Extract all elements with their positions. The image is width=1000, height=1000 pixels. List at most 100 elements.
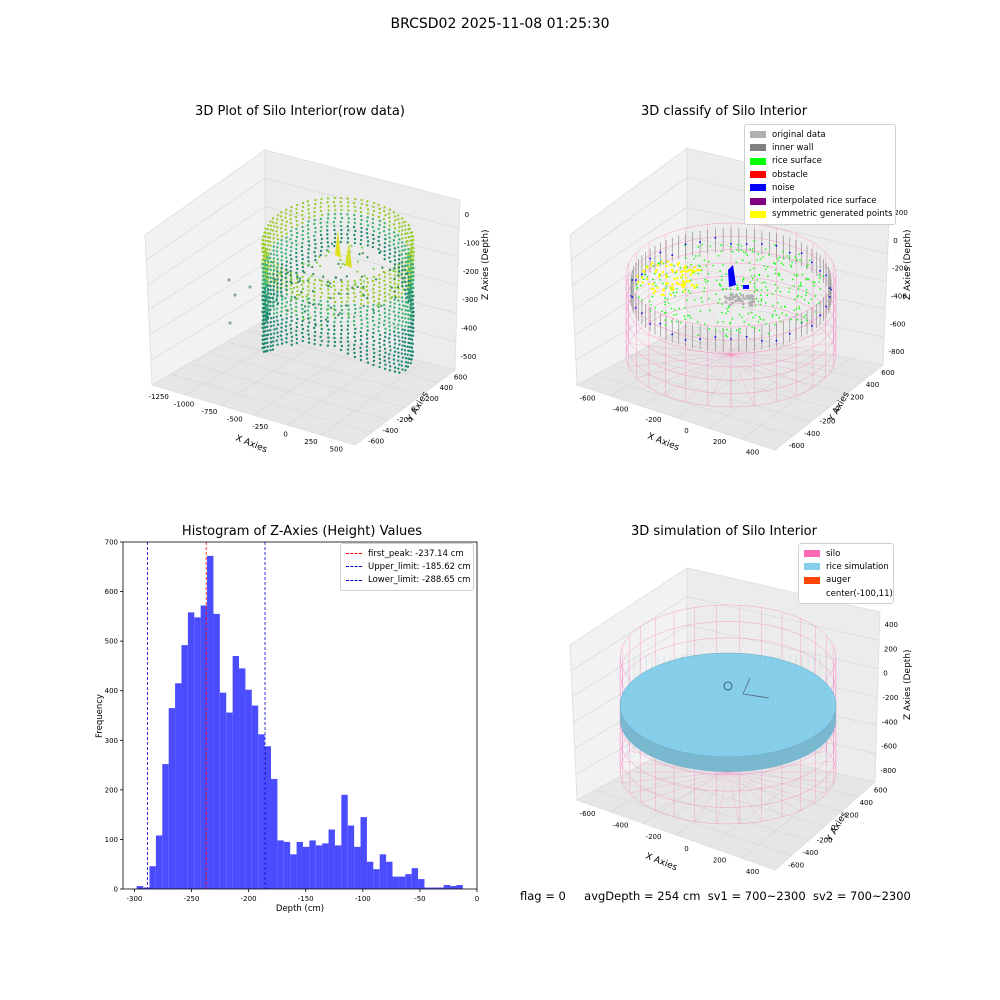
noise-point — [630, 294, 632, 297]
rice-surface-point — [822, 275, 825, 278]
point — [307, 277, 311, 280]
point — [313, 278, 317, 282]
rice-surface-point — [793, 309, 796, 312]
histogram-xtick-label: -100 — [355, 895, 371, 903]
histogram-bar — [386, 861, 393, 889]
rice-surface-point — [764, 268, 767, 271]
point — [360, 342, 363, 346]
point — [302, 262, 305, 266]
point — [400, 324, 404, 327]
rice-surface-point — [778, 256, 781, 259]
point — [401, 257, 404, 260]
point — [307, 321, 311, 324]
point — [383, 339, 386, 343]
legend-swatch — [750, 197, 766, 205]
rice-surface-point — [687, 290, 690, 292]
point — [295, 325, 299, 329]
rice-surface-point — [735, 261, 738, 264]
p1-ztick-label: 0 — [465, 211, 469, 219]
legend-swatch — [804, 576, 820, 584]
p4-ytick-label: 0 — [831, 824, 835, 832]
point — [276, 218, 279, 221]
point — [333, 244, 336, 248]
rice-surface-point — [756, 279, 758, 281]
rice-surface-point — [797, 288, 800, 290]
point — [298, 277, 301, 280]
point — [285, 264, 288, 267]
symmetric-point — [658, 275, 661, 278]
point — [378, 293, 381, 297]
histogram-xtick-label: 0 — [475, 895, 479, 903]
panel2-legend-entry: noise — [750, 181, 890, 194]
point — [296, 289, 299, 293]
panel2-title: 3D classify of Silo Interior — [640, 104, 808, 119]
p4-ztick-label: -200 — [883, 694, 899, 702]
point — [393, 306, 396, 309]
point — [326, 312, 330, 315]
point — [295, 329, 298, 333]
rice-surface-point — [768, 253, 770, 256]
point — [389, 297, 392, 300]
point — [262, 319, 265, 322]
point — [354, 295, 357, 299]
point — [269, 345, 272, 348]
panel4-xlabel: X Axies — [644, 852, 679, 874]
point — [290, 315, 293, 319]
p2-ztick-label: 200 — [894, 209, 907, 217]
symmetric-point — [684, 270, 688, 273]
rice-surface-point — [696, 321, 699, 323]
point — [401, 241, 404, 244]
point — [280, 251, 283, 254]
rice-surface-point — [789, 264, 792, 267]
point — [377, 203, 380, 207]
point — [382, 279, 386, 283]
p4-ytick-label: 600 — [874, 786, 887, 794]
p2-grid-line — [686, 265, 886, 310]
p1-ytick-label: -200 — [397, 416, 413, 424]
point — [319, 307, 323, 311]
point — [404, 292, 407, 295]
point — [409, 353, 412, 357]
point — [314, 330, 317, 334]
rice-surface-point — [761, 256, 764, 259]
point — [307, 313, 310, 316]
point — [312, 303, 315, 306]
symmetric-point — [660, 260, 664, 264]
point — [388, 216, 391, 219]
symmetric-point — [673, 277, 676, 280]
point — [377, 329, 380, 333]
point — [340, 278, 343, 282]
point — [320, 331, 323, 335]
rice-surface-point — [805, 291, 808, 294]
rice-surface-point — [696, 286, 699, 289]
noise-point — [761, 339, 763, 342]
rice-surface-point — [814, 295, 817, 297]
rice-surface-point — [740, 284, 743, 287]
point — [333, 216, 337, 220]
point — [269, 220, 272, 223]
point — [272, 308, 276, 311]
point — [392, 223, 396, 226]
point — [306, 200, 310, 203]
noise-point — [631, 279, 634, 281]
point — [365, 228, 369, 231]
point — [412, 247, 415, 250]
point — [366, 224, 370, 227]
point — [290, 278, 293, 281]
point — [393, 259, 397, 262]
panel4-zlabel: Z Axies (Depth) — [903, 649, 913, 720]
histogram-ytick-label: 600 — [105, 588, 118, 596]
rice-surface-point — [803, 298, 806, 301]
point — [284, 252, 287, 255]
point — [403, 248, 407, 251]
p2-ytick-label: 400 — [866, 381, 879, 389]
point — [264, 243, 267, 247]
p2-grid-line — [575, 295, 688, 361]
rice-surface-point — [716, 321, 719, 323]
point — [400, 233, 404, 236]
point — [275, 254, 279, 257]
point — [301, 241, 304, 245]
point — [228, 321, 232, 325]
point — [401, 340, 404, 343]
